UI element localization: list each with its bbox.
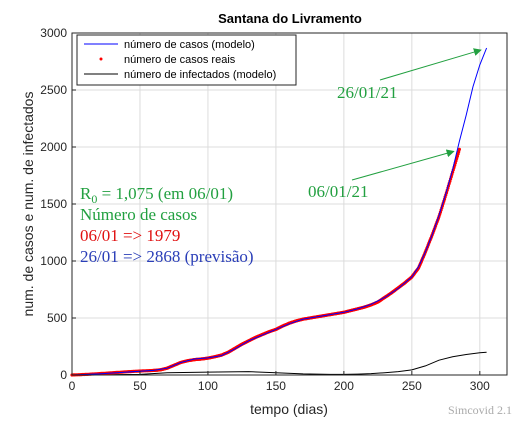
- x-tick-label: 300: [470, 379, 490, 393]
- annotation-date-06-01: 06/01/21: [308, 182, 368, 201]
- legend: número de casos (modelo) número de casos…: [76, 34, 297, 86]
- series-line-0: [71, 47, 488, 376]
- watermark: Simcovid 2.1: [448, 403, 512, 417]
- x-tick-label: 0: [69, 379, 76, 393]
- legend-label-real-cases: número de casos reais: [124, 54, 236, 66]
- legend-label-infected: número de infectados (modelo): [124, 69, 276, 81]
- legend-label-model-cases: número de casos (modelo): [124, 39, 255, 51]
- x-tick-label: 150: [266, 379, 286, 393]
- annotation-arrow: [351, 149, 455, 181]
- data-point: [457, 147, 461, 151]
- y-axis-label: num. de casos e num. de infectados: [20, 92, 36, 317]
- x-tick-label: 200: [334, 379, 354, 393]
- y-tick-label: 500: [47, 311, 67, 325]
- notes-block: R0 = 1,075 (em 06/01) Número de casos 06…: [80, 184, 254, 266]
- note-cases-06-01: 06/01 => 1979: [80, 226, 180, 245]
- annotations: 26/01/21 06/01/21: [308, 48, 482, 201]
- note-r0: R0 = 1,075 (em 06/01): [80, 184, 233, 206]
- series: [70, 47, 488, 377]
- annotation-arrow: [379, 48, 482, 81]
- y-tick-label: 2000: [40, 140, 67, 154]
- legend-swatch-real-cases: [99, 57, 103, 61]
- note-number-of-cases: Número de casos: [80, 205, 197, 224]
- y-tick-label: 1000: [40, 254, 67, 268]
- x-tick-label: 100: [198, 379, 218, 393]
- y-tick-label: 1500: [40, 197, 67, 211]
- legend-box: [76, 34, 297, 86]
- x-tick-label: 250: [402, 379, 422, 393]
- chart-title: Santana do Livramento: [218, 11, 362, 26]
- annotation-date-26-01: 26/01/21: [337, 83, 397, 102]
- y-tick-label: 0: [60, 368, 67, 382]
- x-axis-label: tempo (dias): [250, 401, 328, 417]
- series-line-2: [71, 351, 487, 376]
- y-tick-label: 2500: [40, 83, 67, 97]
- axis-ticks: 0 50 100 150 200 250 3000500100015002000250030…: [40, 26, 490, 393]
- y-tick-label: 3000: [40, 26, 67, 40]
- note-forecast-26-01: 26/01 => 2868 (previsão): [80, 247, 254, 266]
- plot-area: [70, 32, 508, 377]
- x-tick-label: 50: [133, 379, 147, 393]
